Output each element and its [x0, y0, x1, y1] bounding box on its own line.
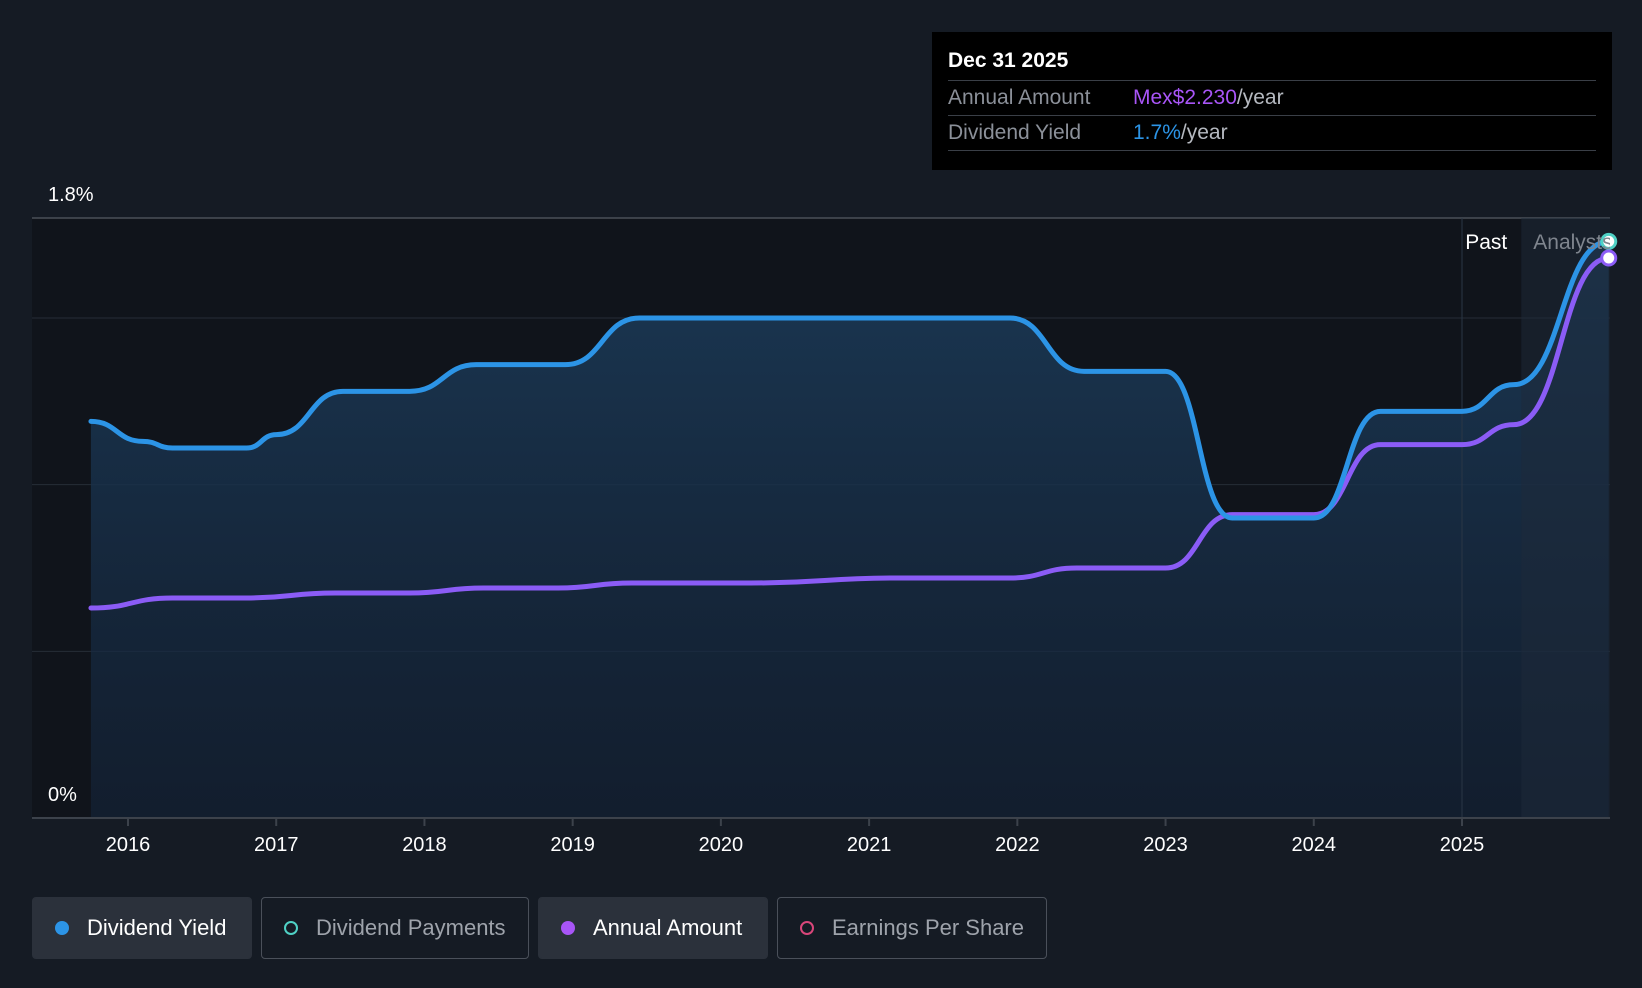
- legend: Dividend Yield Dividend Payments Annual …: [32, 897, 1047, 959]
- x-tick-label: 2024: [1292, 834, 1337, 856]
- analysts-label: Analysts: [1533, 231, 1612, 254]
- legend-dividend-payments[interactable]: Dividend Payments: [261, 897, 529, 959]
- tooltip-label: Annual Amount: [948, 86, 1091, 109]
- tooltip-value-dividend-yield: 1.7%/year: [1133, 121, 1228, 144]
- x-tick-label: 2025: [1440, 834, 1485, 856]
- x-tick-label: 2016: [106, 834, 151, 856]
- tooltip-row-annual-amount: Annual Amount Mex$2.230/year: [948, 81, 1596, 116]
- forecast-region: [1521, 218, 1610, 818]
- x-tick-label: 2021: [847, 834, 892, 856]
- y-tick-label-bottom: 0%: [48, 784, 77, 806]
- x-tick-label: 2019: [550, 834, 595, 856]
- filled-dot-icon: [55, 921, 69, 935]
- legend-annual-amount[interactable]: Annual Amount: [538, 897, 768, 959]
- dividend-yield-area: [90, 241, 1609, 819]
- legend-earnings-per-share[interactable]: Earnings Per Share: [777, 897, 1047, 959]
- hollow-dot-icon: [800, 921, 814, 935]
- filled-dot-icon: [561, 921, 575, 935]
- tooltip-date: Dec 31 2025: [948, 46, 1596, 81]
- tooltip-value-annual-amount: Mex$2.230/year: [1133, 86, 1284, 109]
- y-tick-label-top: 1.8%: [48, 184, 94, 206]
- dividend-yield-line: [88, 238, 1612, 521]
- legend-label: Earnings Per Share: [832, 915, 1024, 940]
- dividend-chart: 1.8% 0% Past Analysts 2016 2017 2018 2019 20…: [32, 184, 1618, 856]
- annual-amount-line: [88, 255, 1612, 611]
- tooltip-label: Dividend Yield: [948, 121, 1082, 144]
- tooltip-row-dividend-yield: Dividend Yield 1.7%/year: [948, 116, 1596, 151]
- x-tick-label: 2020: [699, 834, 744, 856]
- x-tick-label: 2018: [402, 834, 447, 856]
- legend-label: Dividend Payments: [316, 915, 506, 940]
- legend-dividend-yield[interactable]: Dividend Yield: [32, 897, 252, 959]
- hollow-dot-icon: [284, 921, 298, 935]
- tooltip-panel: Dec 31 2025 Annual Amount Mex$2.230/year…: [932, 32, 1612, 170]
- legend-label: Dividend Yield: [87, 915, 227, 940]
- x-tick-label: 2023: [1143, 834, 1188, 856]
- annual-amount-end-marker[interactable]: [1600, 249, 1618, 267]
- past-label: Past: [1465, 231, 1507, 254]
- x-tick-label: 2022: [995, 834, 1040, 856]
- legend-label: Annual Amount: [593, 915, 743, 940]
- dividend-yield-end-marker[interactable]: [1600, 232, 1618, 250]
- x-tick-label: 2017: [254, 834, 299, 856]
